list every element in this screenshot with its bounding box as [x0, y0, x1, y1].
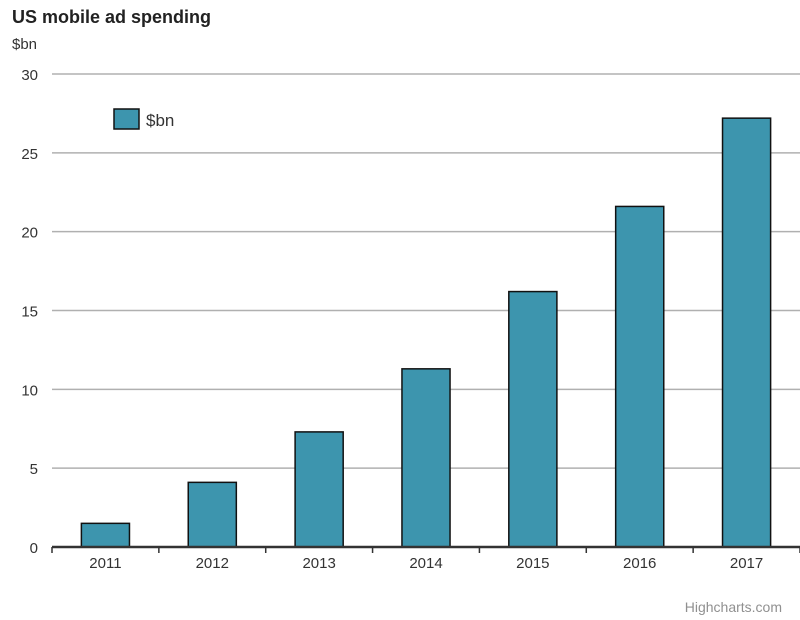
bars [80, 117, 772, 548]
legend[interactable]: $bn [113, 108, 174, 130]
bar-2015[interactable] [508, 290, 558, 548]
y-tick-label: 25 [21, 146, 38, 163]
y-tick-label: 30 [21, 67, 38, 84]
credits-link[interactable]: Highcharts.com [685, 599, 782, 615]
y-axis-unit-label: $bn [12, 36, 37, 53]
y-tick-label: 10 [21, 382, 38, 399]
y-tick-label: 15 [21, 304, 38, 321]
y-tick-label: 20 [21, 225, 38, 242]
chart-title: US mobile ad spending [12, 7, 211, 27]
x-tick-label: 2017 [730, 555, 763, 572]
x-tick-label: 2014 [409, 555, 442, 572]
x-axis [51, 545, 800, 553]
x-tick-label: 2015 [516, 555, 549, 572]
x-tick-label: 2011 [89, 555, 121, 572]
bar-2016[interactable] [614, 205, 665, 548]
x-tick-label: 2013 [302, 555, 335, 572]
bar-2014[interactable] [401, 368, 451, 548]
x-axis-ticks: 2011 2012 2013 2014 2015 2016 2017 [89, 555, 763, 572]
legend-label: $bn [146, 111, 174, 130]
bar-2012[interactable] [187, 481, 238, 548]
y-tick-label: 5 [30, 461, 38, 478]
y-axis-ticks: 0 5 10 15 20 25 30 [21, 67, 38, 557]
y-tick-label: 0 [30, 540, 38, 557]
x-tick-label: 2016 [623, 555, 656, 572]
legend-swatch [113, 108, 140, 130]
bar-2017[interactable] [721, 117, 772, 548]
bar-2011[interactable] [80, 522, 131, 548]
x-tick-label: 2012 [196, 555, 229, 572]
bar-2013[interactable] [294, 431, 344, 548]
grid-lines [52, 73, 800, 469]
